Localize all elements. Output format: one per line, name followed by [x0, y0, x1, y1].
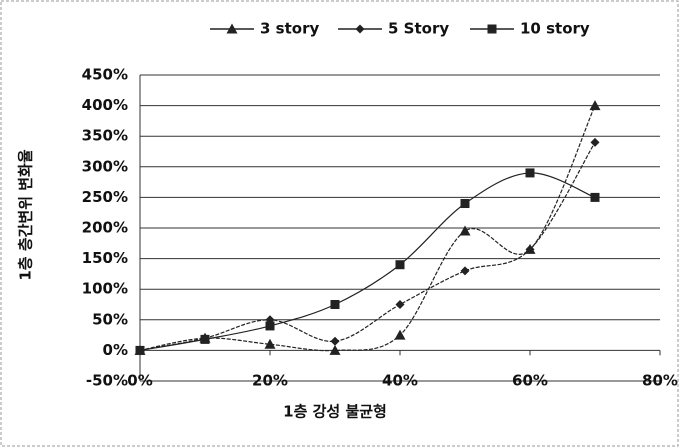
- y-tick-label: 150%: [82, 249, 128, 267]
- y-tick-label: 400%: [82, 96, 128, 114]
- data-point: [590, 137, 600, 147]
- legend-marker: [226, 23, 238, 34]
- data-point: [395, 260, 405, 270]
- x-axis-label: 1층 강성 불균형: [283, 403, 387, 421]
- y-tick-label: 250%: [82, 188, 128, 206]
- legend-label: 3 story: [260, 20, 319, 38]
- y-tick-label: 300%: [82, 157, 128, 175]
- data-point: [200, 334, 210, 344]
- legend-label: 10 story: [520, 20, 590, 38]
- y-axis-label: 1층 층간변위 변화율: [17, 149, 35, 280]
- x-tick-label: 80%: [642, 372, 678, 390]
- data-point: [395, 300, 405, 309]
- data-point: [264, 338, 276, 349]
- data-point: [525, 244, 535, 254]
- y-tick-label: 0%: [103, 341, 128, 359]
- data-point: [329, 344, 341, 355]
- x-tick-label: 40%: [382, 372, 418, 390]
- y-tick-label: -50%: [86, 372, 128, 390]
- y-tick-label: 100%: [82, 280, 128, 298]
- legend-label: 5 Story: [388, 20, 449, 38]
- legend-marker: [487, 24, 497, 34]
- data-point: [394, 329, 406, 340]
- series-line: [139, 172, 596, 351]
- y-tick-label: 450%: [82, 66, 128, 84]
- y-tick-label: 50%: [92, 310, 128, 328]
- y-tick-label: 350%: [82, 127, 128, 145]
- data-point: [265, 321, 275, 331]
- data-point: [135, 345, 145, 355]
- x-tick-label: 60%: [512, 372, 548, 390]
- data-point: [460, 266, 470, 276]
- data-point: [330, 336, 340, 346]
- data-point: [590, 192, 600, 202]
- data-point: [460, 199, 470, 209]
- data-point: [330, 300, 340, 309]
- data-point: [525, 168, 535, 178]
- legend-marker: [355, 24, 365, 34]
- x-tick-label: 20%: [252, 372, 288, 390]
- data-point: [589, 100, 601, 111]
- data-point: [459, 225, 471, 236]
- y-tick-label: 200%: [82, 219, 128, 237]
- x-tick-label: 0%: [127, 372, 152, 390]
